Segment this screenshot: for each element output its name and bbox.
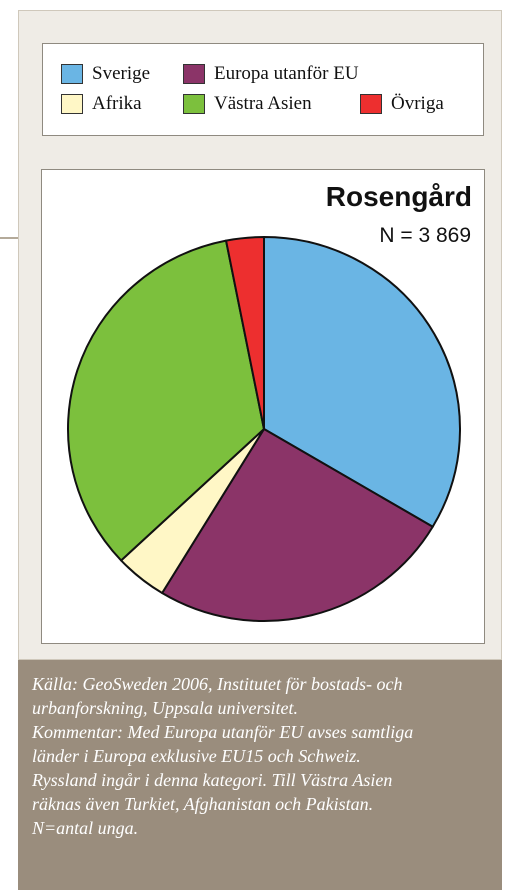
legend-swatch-afrika <box>61 94 83 114</box>
legend-item-ovriga: Övriga <box>360 92 444 116</box>
footnote-line: N=antal unga. <box>32 818 139 838</box>
pie-slice-vastra-asien <box>67 239 265 562</box>
pie-chart <box>67 236 462 622</box>
legend-label-afrika: Afrika <box>92 93 142 114</box>
legend-label-ovriga: Övriga <box>391 93 444 114</box>
legend-swatch-ovriga <box>360 94 382 114</box>
chart-title: Rosengård <box>325 181 472 212</box>
legend-label-sverige: Sverige <box>92 63 151 84</box>
footnote-line: räknas även Turkiet, Afghanistan och Pak… <box>32 794 374 814</box>
legend-item-sverige: Sverige <box>61 62 150 86</box>
legend-item-afrika: Afrika <box>61 92 142 116</box>
pie-slice-europa-utanfor-eu <box>161 428 434 622</box>
footnote-line: urbanforskning, Uppsala universitet. <box>32 698 298 718</box>
footnote-line: länder i Europa exklusive EU15 och Schwe… <box>32 746 361 766</box>
chart-subtitle: N = 3 869 <box>379 224 471 247</box>
legend-swatch-europa-utanfor-eu <box>183 64 205 84</box>
legend-swatch-sverige <box>61 64 83 84</box>
legend-label-europa-utanfor-eu: Europa utanför EU <box>214 63 359 84</box>
legend-swatch-vastra-asien <box>183 94 205 114</box>
footnote-line: Källa: GeoSweden 2006, Institutet för bo… <box>32 674 403 694</box>
legend-item-vastra-asien: Västra Asien <box>183 92 312 116</box>
legend-label-vastra-asien: Västra Asien <box>214 93 312 114</box>
pie-slice-ovriga <box>225 236 265 430</box>
pie-slice-sverige <box>263 236 462 528</box>
legend-item-europa-utanfor-eu: Europa utanför EU <box>183 62 359 86</box>
footnote-line: Ryssland ingår i denna kategori. Till Vä… <box>32 770 393 790</box>
footnote: Källa: GeoSweden 2006, Institutet för bo… <box>18 660 502 890</box>
side-divider <box>0 237 18 239</box>
legend: Sverige Europa utanför EU Afrika Västra … <box>42 43 484 136</box>
footnote-line: Kommentar: Med Europa utanför EU avses s… <box>32 722 414 742</box>
